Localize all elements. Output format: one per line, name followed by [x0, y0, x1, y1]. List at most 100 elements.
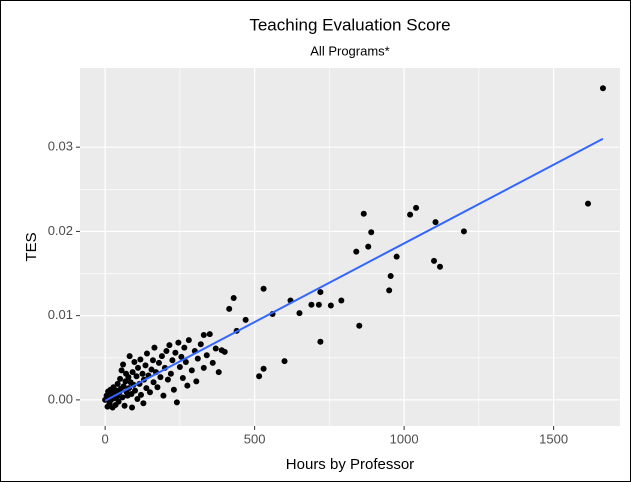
point: [115, 398, 122, 405]
point: [139, 370, 146, 377]
point: [172, 349, 179, 356]
point: [181, 344, 188, 351]
point: [327, 302, 334, 309]
point: [173, 399, 180, 406]
point: [176, 364, 183, 371]
point: [150, 379, 157, 386]
point: [230, 294, 237, 301]
point: [437, 263, 443, 270]
point: [194, 355, 201, 362]
point: [169, 357, 176, 364]
point: [431, 257, 438, 264]
point: [133, 373, 140, 380]
point: [308, 301, 315, 308]
point: [193, 378, 200, 385]
point: [215, 369, 222, 376]
point: [365, 243, 372, 250]
point: [368, 229, 375, 236]
point: [129, 404, 136, 411]
point: [170, 386, 177, 393]
point: [260, 285, 267, 292]
point: [317, 289, 324, 296]
chart-title: Teaching Evaluation Score: [249, 15, 450, 34]
point: [209, 359, 216, 366]
point: [200, 364, 207, 371]
point: [137, 391, 144, 398]
x-tick-label: 0: [101, 431, 108, 446]
point: [125, 374, 132, 381]
point: [114, 380, 121, 387]
point: [140, 400, 147, 407]
point: [149, 357, 156, 364]
point: [315, 301, 322, 308]
point: [120, 383, 127, 390]
trend-line: [104, 137, 604, 402]
point: [135, 364, 142, 371]
point: [317, 338, 324, 345]
point: [413, 204, 420, 211]
point: [132, 387, 139, 394]
point: [146, 389, 153, 396]
point: [281, 358, 288, 365]
point: [163, 348, 170, 355]
y-tick-label: 0.03: [48, 139, 73, 154]
point: [407, 211, 414, 218]
point: [338, 297, 345, 304]
point: [126, 353, 133, 360]
point: [121, 402, 128, 409]
point: [386, 287, 393, 294]
x-tick-label: 1500: [539, 431, 568, 446]
point: [160, 392, 167, 399]
point: [226, 305, 233, 312]
point: [182, 358, 189, 365]
point: [119, 394, 126, 401]
point: [256, 373, 263, 380]
point: [599, 85, 606, 92]
point: [118, 367, 125, 374]
point: [158, 353, 165, 360]
point: [120, 361, 127, 368]
point: [134, 396, 141, 403]
point: [360, 210, 367, 217]
point: [178, 353, 185, 360]
point: [197, 341, 204, 348]
y-tick-label: 0.00: [48, 391, 73, 406]
point: [164, 376, 171, 383]
point: [393, 253, 400, 260]
point: [356, 322, 363, 329]
point: [206, 331, 213, 338]
point: [151, 344, 158, 351]
point: [179, 374, 186, 381]
point: [143, 350, 150, 357]
point: [585, 200, 592, 207]
point: [184, 382, 191, 389]
point: [155, 359, 162, 366]
point: [296, 310, 303, 317]
point: [387, 273, 394, 280]
point: [167, 370, 174, 377]
x-tick-label: 1000: [390, 431, 419, 446]
x-tick-label: 500: [244, 431, 266, 446]
point: [142, 362, 149, 369]
point: [203, 352, 210, 359]
point: [129, 369, 136, 376]
y-tick-label: 0.01: [48, 307, 73, 322]
point: [212, 345, 219, 352]
point: [432, 219, 439, 226]
chart-subtitle: All Programs*: [310, 43, 389, 58]
point: [122, 378, 129, 385]
point: [175, 339, 182, 346]
point: [137, 356, 144, 363]
x-axis-label: Hours by Professor: [286, 456, 414, 473]
point: [188, 367, 195, 374]
point: [242, 316, 249, 323]
point: [260, 365, 267, 372]
point: [460, 228, 467, 235]
point: [185, 337, 192, 344]
y-tick-label: 0.02: [48, 223, 73, 238]
point: [148, 366, 155, 373]
point: [221, 348, 228, 355]
point: [353, 248, 360, 255]
point: [157, 374, 164, 381]
